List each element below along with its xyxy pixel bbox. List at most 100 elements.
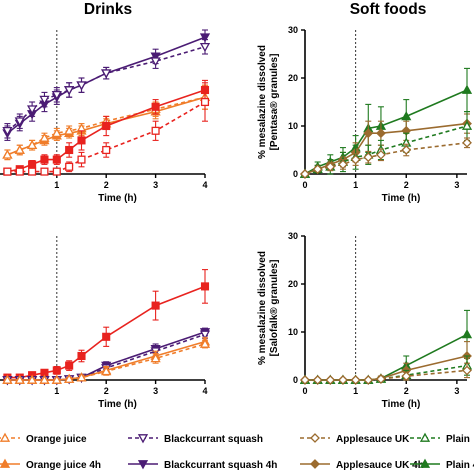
data-point: [350, 154, 361, 165]
data-point: [363, 128, 374, 139]
data-point: [39, 95, 50, 105]
x-axis-label: Time (h): [98, 399, 137, 410]
data-point: [199, 330, 211, 340]
data-point: [28, 167, 37, 176]
x-tick-label: 3: [454, 180, 459, 190]
data-point: [200, 97, 210, 107]
data-point: [27, 374, 38, 384]
legend-label: Blackcurrant squash 4h: [164, 460, 277, 471]
data-point: [52, 167, 61, 176]
legend-entry-blackcurrant-squash-4h: Blackcurrant squash 4h: [128, 460, 277, 471]
data-point: [40, 167, 49, 176]
legend-marker: [0, 458, 11, 468]
data-point: [376, 149, 386, 160]
legend: Orange juice Orange juice 4h Blackcurrant …: [0, 432, 474, 471]
y-tick-label: 30: [288, 25, 298, 35]
data-point: [461, 120, 473, 130]
data-point: [150, 353, 161, 363]
series-line: [7, 101, 206, 173]
legend-entry-orange-juice: Orange juice: [0, 432, 87, 445]
data-point: [150, 57, 161, 67]
chart-title: Drinks: [84, 1, 132, 18]
legend-entry-plain: Plain: [410, 432, 470, 445]
series-line: [7, 89, 206, 173]
x-tick-label: 2: [404, 386, 409, 396]
series-line: [7, 96, 206, 156]
data-point: [401, 371, 412, 382]
y-tick-label: 20: [288, 73, 298, 83]
data-point: [51, 374, 62, 384]
x-tick-label: 1: [54, 180, 59, 190]
data-point: [77, 136, 86, 145]
data-point: [462, 365, 472, 376]
y-axis-label: % mesalazine dissolved[Pentasa® granules…: [257, 45, 280, 159]
legend-label: Plain: [446, 434, 470, 445]
legend-label: Applesauce UK: [336, 434, 410, 445]
series-red-granules-open: [3, 82, 210, 176]
panel-drinks-salofalk: 1 2 3 4 Time (h): [0, 236, 211, 410]
y-tick-label: 30: [288, 231, 298, 241]
data-point: [199, 42, 211, 53]
series-plain-4h: [299, 67, 473, 178]
data-point: [199, 338, 211, 348]
series-line: [7, 340, 206, 381]
x-tick-label: 0: [302, 386, 307, 396]
legend-marker: [137, 434, 149, 444]
data-point: [28, 160, 37, 169]
data-point: [102, 332, 111, 341]
legend-entry-orange-juice-4h: Orange juice 4h: [0, 458, 101, 471]
data-point: [200, 282, 210, 291]
data-point: [151, 126, 160, 135]
y-axis-label: % mesalazine dissolved[Salofalk® granule…: [257, 251, 280, 365]
data-point: [462, 137, 472, 148]
x-tick-label: 2: [404, 180, 409, 190]
data-point: [64, 373, 75, 383]
data-point: [102, 121, 111, 131]
x-axis-label: Time (h): [98, 193, 137, 204]
data-point: [76, 372, 87, 382]
data-point: [51, 90, 62, 101]
series-line: [305, 333, 468, 381]
y-axis-label-line2: [Salofalk® granules]: [269, 260, 280, 357]
legend-marker: [419, 458, 431, 468]
data-point: [151, 301, 160, 310]
data-point: [64, 86, 75, 96]
x-tick-label: 4: [202, 386, 207, 396]
x-tick-label: 1: [353, 180, 358, 190]
data-point: [300, 375, 310, 385]
data-point: [64, 125, 75, 135]
x-tick-label: 2: [104, 180, 109, 190]
legend-marker: [137, 460, 149, 470]
data-point: [101, 366, 112, 376]
data-point: [312, 375, 323, 385]
x-tick-label: 1: [54, 386, 59, 396]
data-point: [338, 375, 348, 385]
series-line: [6, 36, 206, 134]
y-tick-label: 10: [288, 121, 298, 131]
y-tick-label: 0: [293, 375, 298, 385]
data-point: [2, 149, 13, 159]
data-point: [52, 366, 61, 375]
legend-label: Applesauce UK 4h: [336, 460, 424, 471]
data-point: [14, 374, 25, 384]
data-point: [199, 33, 211, 43]
x-tick-label: 4: [202, 180, 207, 190]
legend-entry-blackcurrant-squash: Blackcurrant squash: [128, 434, 263, 445]
data-point: [338, 159, 348, 170]
x-tick-label: 3: [454, 386, 459, 396]
data-point: [401, 145, 412, 155]
legend-label: Orange juice: [26, 434, 87, 445]
x-tick-label: 3: [153, 180, 158, 190]
data-point: [39, 132, 50, 142]
data-point: [325, 375, 336, 385]
data-point: [102, 145, 111, 155]
y-tick-label: 10: [288, 327, 298, 337]
data-point: [376, 128, 386, 139]
y-tick-label: 20: [288, 279, 298, 289]
data-point: [27, 139, 38, 150]
x-axis-label: Time (h): [382, 399, 421, 410]
data-point: [363, 152, 374, 163]
series-line: [7, 285, 206, 379]
